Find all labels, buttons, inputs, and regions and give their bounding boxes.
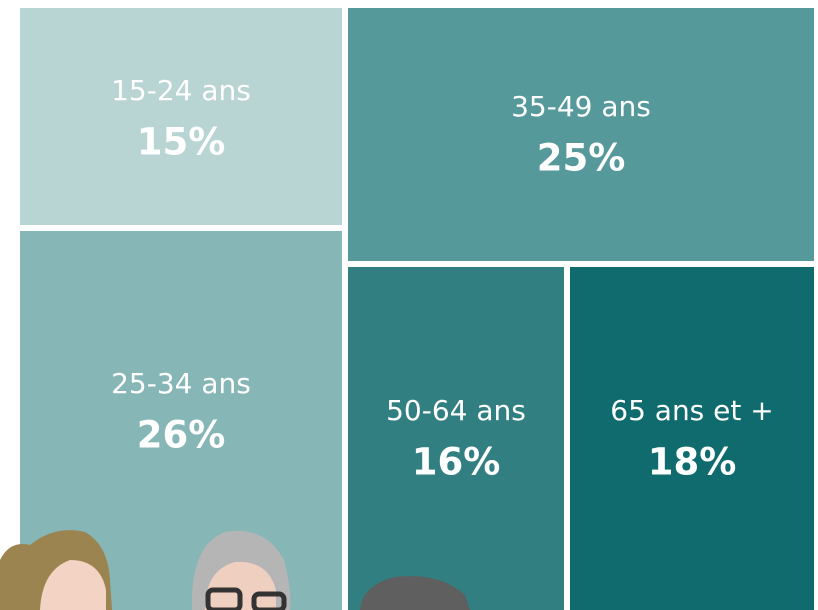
tile-label: 65 ans et + xyxy=(610,394,774,427)
tile-label: 15-24 ans xyxy=(111,74,251,107)
value-label: 18% xyxy=(648,441,737,484)
tile xyxy=(570,267,814,610)
tile xyxy=(20,8,342,225)
tile xyxy=(348,8,814,261)
hair xyxy=(360,576,470,610)
value-label: 15% xyxy=(137,121,226,164)
glasses xyxy=(251,591,287,610)
illustration xyxy=(0,530,470,610)
glasses xyxy=(205,587,243,610)
face xyxy=(40,560,106,610)
tile xyxy=(348,267,564,610)
tile-label: 25-34 ans xyxy=(111,367,251,400)
tile-label: 35-49 ans xyxy=(511,90,651,123)
face xyxy=(205,561,276,610)
tile-label: 50-64 ans xyxy=(386,394,526,427)
value-label: 16% xyxy=(412,441,501,484)
value-label: 26% xyxy=(137,414,226,457)
value-label: 25% xyxy=(537,137,626,180)
